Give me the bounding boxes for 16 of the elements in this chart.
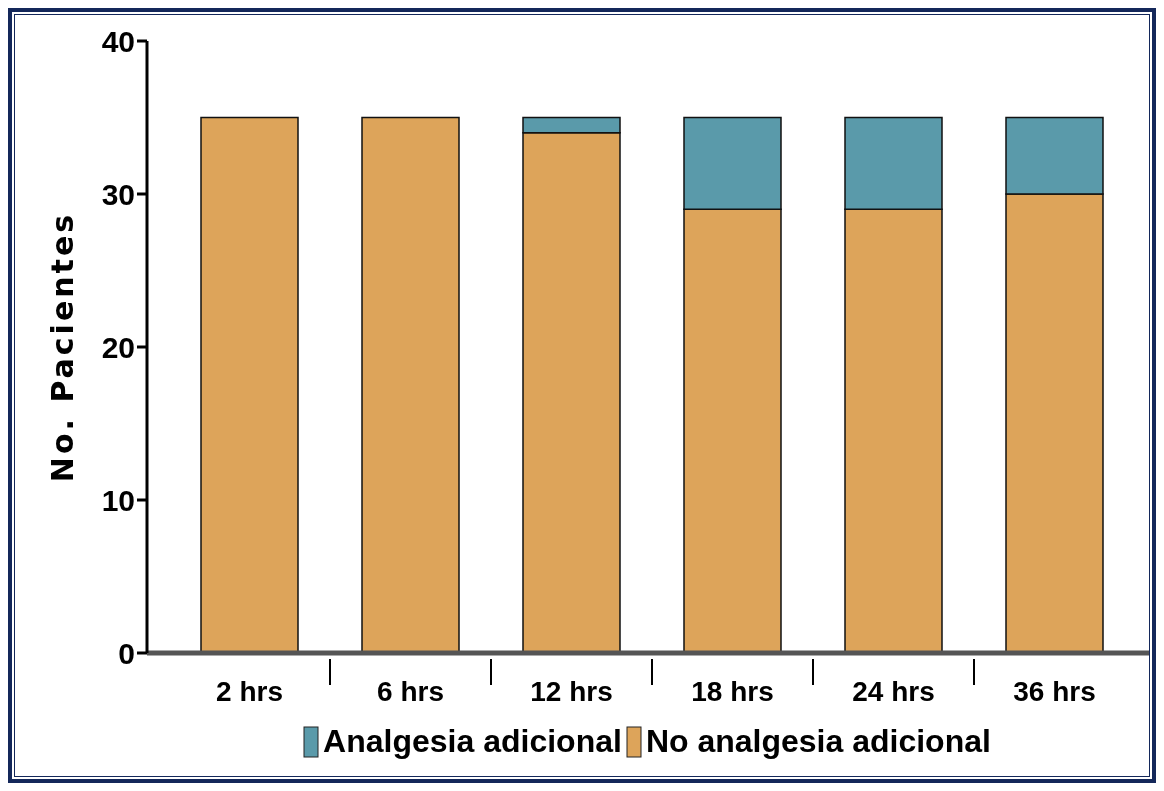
y-tick-label: 0 <box>118 636 135 670</box>
y-tick-label: 30 <box>101 177 135 211</box>
y-axis-title: No. Pacientes <box>44 211 80 483</box>
x-tick-label: 12 hrs <box>530 676 613 707</box>
bar <box>361 116 460 653</box>
x-tick-label: 36 hrs <box>1013 676 1096 707</box>
x-tick-label: 24 hrs <box>852 676 935 707</box>
y-tick-label: 40 <box>101 24 135 58</box>
bar <box>200 116 299 653</box>
legend-label: No analgesia adicional <box>645 723 991 760</box>
x-tick-label: 18 hrs <box>691 676 774 707</box>
y-tick-label: 10 <box>101 483 135 517</box>
legend-label: Analgesia adicional <box>323 723 622 760</box>
y-tick-label: 20 <box>101 330 135 364</box>
x-tick-label: 2 hrs <box>216 676 283 707</box>
x-tick-label: 6 hrs <box>377 676 444 707</box>
